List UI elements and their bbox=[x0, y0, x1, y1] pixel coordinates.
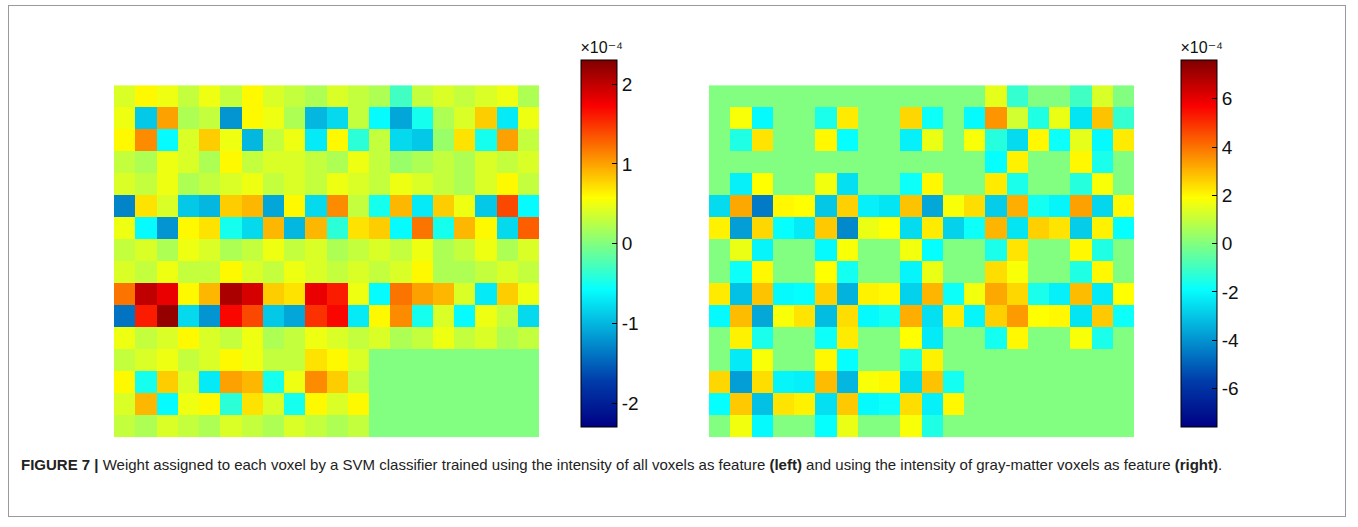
svg-text:1: 1 bbox=[622, 154, 633, 175]
svg-text:-6: -6 bbox=[1222, 378, 1239, 399]
svg-text:×10⁻⁴: ×10⁻⁴ bbox=[581, 39, 624, 56]
html-text:FIGURE 7 | Weight assigned to: FIGURE 7 | Weight assigned to each voxel… bbox=[21, 456, 1223, 473]
svg-text:0: 0 bbox=[622, 233, 633, 254]
svg-text:4: 4 bbox=[1222, 137, 1233, 158]
svg-text:-2: -2 bbox=[622, 393, 639, 414]
svg-text:2: 2 bbox=[622, 74, 633, 95]
svg-text:-1: -1 bbox=[622, 313, 639, 334]
svg-text:6: 6 bbox=[1222, 88, 1233, 109]
svg-text:0: 0 bbox=[1222, 233, 1233, 254]
svg-text:-4: -4 bbox=[1222, 330, 1239, 351]
svg-text:×10⁻⁴: ×10⁻⁴ bbox=[1181, 39, 1224, 56]
svg-text:2: 2 bbox=[1222, 185, 1233, 206]
svg-text:-2: -2 bbox=[1222, 282, 1239, 303]
